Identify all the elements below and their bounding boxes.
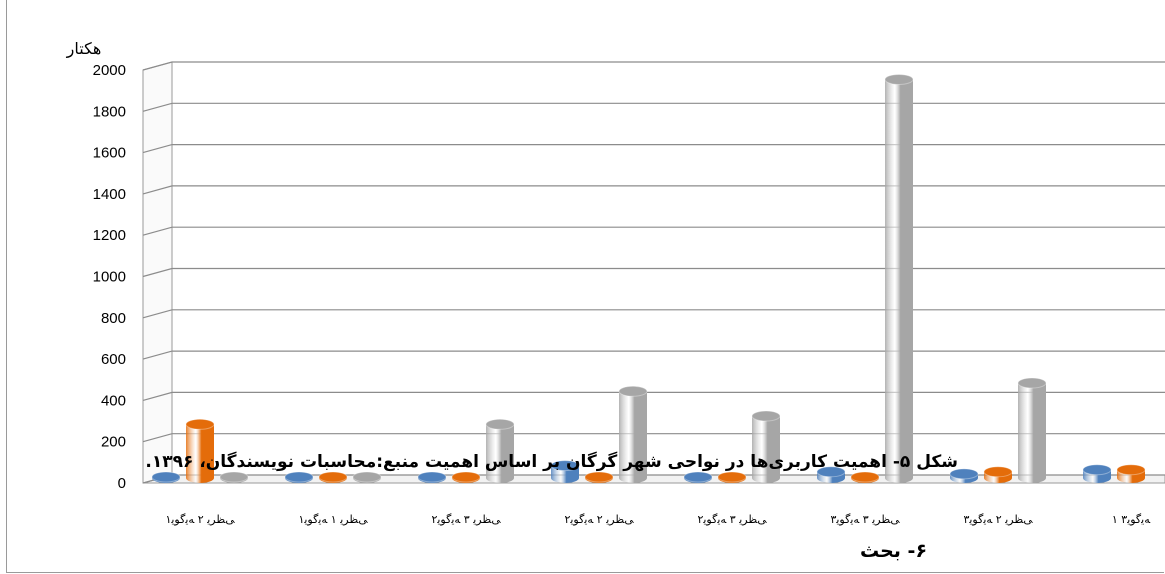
gridline: [142, 391, 1165, 401]
x-tick-label: ۱ ﻪﯾﮔﻮﯾ۳: [1112, 513, 1150, 526]
chart-frame: [6, 0, 1164, 573]
x-tick-label: ﻰﻈﺮﯾ ۲ ﻪﯾﮔﻮﯾ۳: [963, 513, 1033, 526]
y-tick-label: 1000: [93, 269, 126, 286]
x-tick-label: ﻰﻈﺮﯾ ۲ ﻪﯾﮔﻮﯾ۲: [564, 513, 634, 526]
gridline: [142, 185, 1165, 195]
y-tick-label: 1600: [93, 145, 126, 162]
gridline: [142, 309, 1165, 319]
bar: [352, 471, 382, 483]
x-tick-label: ﻰﻈﺮﯾ ۲ ﻪﯾﮔﻮﯾ۱: [165, 513, 235, 526]
gridline: [142, 144, 1165, 154]
y-tick-label: 2000: [93, 62, 126, 79]
bar: [318, 471, 348, 483]
bar: [683, 471, 713, 483]
bar: [185, 418, 215, 483]
y-axis-label: هکتار: [66, 39, 102, 59]
y-tick-label: 1400: [93, 186, 126, 203]
gridline: [142, 267, 1165, 278]
bar: [485, 418, 515, 483]
section-heading: ۶- بحث: [860, 540, 928, 562]
gridline: [142, 102, 1165, 112]
x-tick-label: ﻰﻈﺮﯾ ۳ ﻪﯾﮔﻮﯾ۲: [431, 513, 501, 526]
x-tick-label: ﻰﻈﺮﯾ ۳ ﻪﯾﮔﻮﯾ۲: [697, 513, 767, 526]
bar: [949, 468, 979, 483]
y-tick-label: 600: [101, 351, 126, 368]
y-tick-label: 0: [118, 475, 126, 492]
x-tick-label: ﻰﻈﺮﯾ ۱ ﻪﯾﮔﻮﯾ۱: [298, 513, 368, 526]
bar: [284, 471, 314, 483]
y-tick-label: 1800: [93, 103, 126, 120]
bar: [717, 471, 747, 483]
y-tick-label: 200: [101, 434, 126, 451]
bar: [618, 385, 648, 483]
bar: [751, 410, 781, 483]
gridline: [142, 350, 1165, 360]
bar: [1082, 464, 1112, 483]
y-tick-label: 1200: [93, 227, 126, 244]
bar: [850, 471, 880, 483]
bar: [417, 471, 447, 483]
figure-caption: شکل ۵- اهمیت کاربری‌ها در نواحی شهر گرگا…: [145, 452, 958, 472]
gridline: [142, 226, 1165, 236]
bar: [219, 471, 249, 483]
bar: [584, 471, 614, 483]
bar: [1116, 464, 1146, 483]
bar: [550, 460, 580, 483]
bar: [983, 466, 1013, 483]
bar: [816, 466, 846, 483]
gridline: [142, 433, 1165, 443]
bar: [1017, 377, 1047, 483]
bar: [451, 471, 481, 483]
gridline: [142, 61, 1165, 71]
bar: [884, 73, 914, 483]
bar: [151, 471, 181, 483]
x-tick-label: ﻰﻈﺮﯾ ۳ ﻪﯾﮔﻮﯾ۳: [830, 513, 900, 526]
y-tick-label: 800: [101, 310, 126, 327]
y-tick-label: 400: [101, 392, 126, 409]
